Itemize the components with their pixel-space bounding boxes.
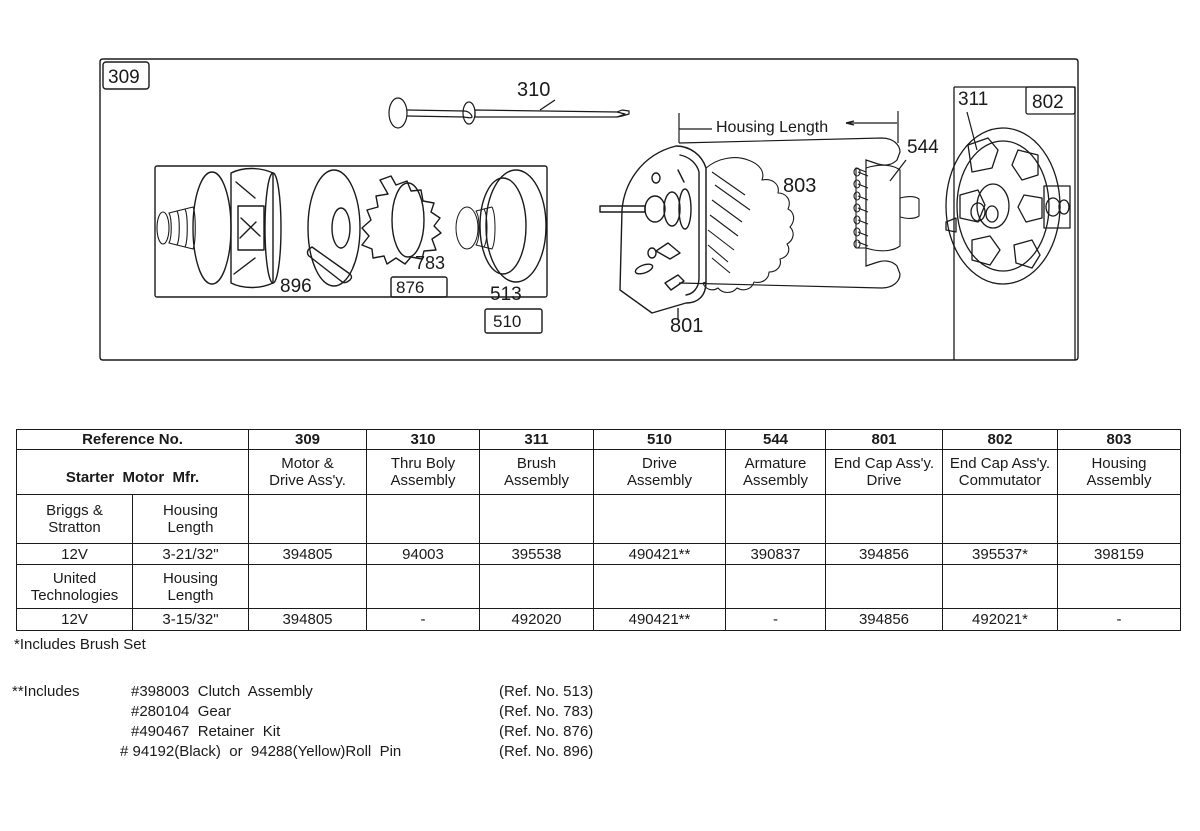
svg-text:544: 544 bbox=[907, 137, 939, 158]
svg-text:803: 803 bbox=[783, 175, 816, 197]
svg-text:783: 783 bbox=[415, 253, 445, 273]
svg-text:510: 510 bbox=[493, 312, 521, 331]
svg-text:896: 896 bbox=[280, 276, 312, 297]
svg-text:513: 513 bbox=[490, 284, 522, 305]
svg-text:311: 311 bbox=[958, 89, 988, 110]
svg-text:309: 309 bbox=[108, 67, 140, 88]
svg-text:876: 876 bbox=[396, 278, 424, 297]
svg-text:Housing Length: Housing Length bbox=[716, 119, 828, 136]
svg-text:801: 801 bbox=[670, 315, 703, 337]
svg-text:310: 310 bbox=[517, 79, 550, 101]
svg-text:802: 802 bbox=[1032, 92, 1064, 113]
